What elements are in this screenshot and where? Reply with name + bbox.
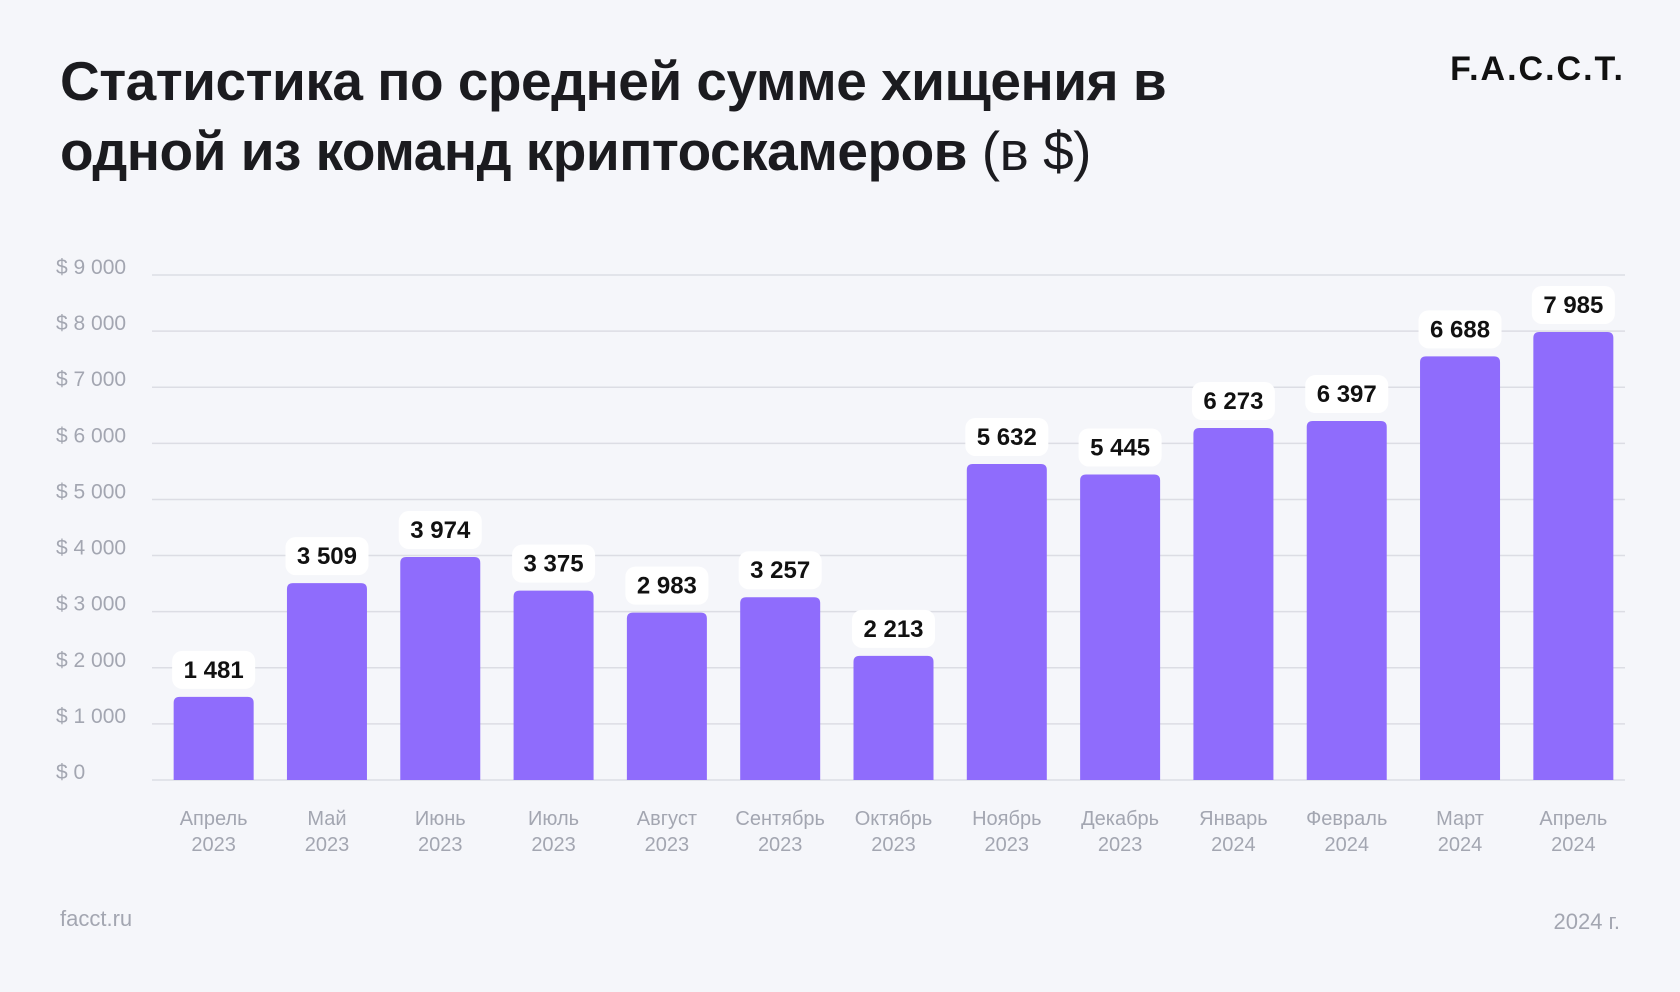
bar [1533, 331, 1614, 780]
bar [173, 696, 254, 780]
x-tick-label-month: Апрель [1539, 808, 1607, 830]
x-tick-label-month: Февраль [1306, 808, 1387, 830]
x-tick-label-month: Август [637, 808, 697, 830]
data-label-box [1078, 428, 1162, 467]
bar [286, 583, 367, 780]
x-tick-label-year: 2024 [1438, 834, 1483, 856]
chart-title: Статистика по средней сумме хищения в од… [60, 46, 1300, 186]
footer-year: 2024 г. [1553, 909, 1620, 934]
x-tick-label-year: 2023 [191, 834, 236, 856]
x-tick-label-month: Ноябрь [972, 808, 1041, 830]
data-label: 5 632 [977, 424, 1037, 451]
x-tick-label-month: Март [1436, 808, 1484, 830]
bar [1193, 428, 1274, 780]
data-label: 7 985 [1543, 292, 1603, 319]
data-label-box [852, 609, 935, 648]
y-tick-label: $ 6 000 [56, 424, 126, 447]
facct-logo: F.A.C.C.T. [1450, 50, 1625, 88]
x-tick-label-month: Июнь [415, 808, 466, 830]
x-tick-label-year: 2024 [1211, 834, 1256, 856]
chart-title-main: Статистика по средней сумме хищения в од… [60, 50, 1167, 182]
data-label-box [1418, 310, 1502, 349]
bar [1306, 421, 1387, 780]
site-url[interactable]: facct.ru [60, 906, 133, 931]
x-tick-label-month: Июль [528, 808, 579, 830]
x-tick-label-month: Сентябрь [735, 808, 825, 830]
x-tick-label-month: Апрель [180, 808, 248, 830]
x-tick-label-month: Январь [1199, 808, 1268, 830]
data-label: 3 375 [524, 551, 584, 578]
x-tick-label-year: 2023 [418, 834, 463, 856]
data-label-box [398, 511, 482, 550]
data-label: 5 445 [1090, 434, 1150, 461]
x-tick-label-year: 2023 [305, 834, 350, 856]
data-label: 3 509 [297, 543, 357, 570]
bar [400, 557, 481, 780]
data-label-box [512, 544, 596, 583]
data-label-box [738, 551, 822, 590]
data-label-box [1305, 375, 1389, 414]
bar [1080, 474, 1161, 780]
data-label-box [1531, 285, 1615, 324]
x-tick-label-year: 2024 [1324, 834, 1369, 856]
y-tick-label: $ 0 [56, 761, 85, 784]
x-tick-label-year: 2024 [1551, 834, 1596, 856]
x-tick-label-month: Декабрь [1081, 808, 1159, 830]
data-label: 3 257 [750, 557, 810, 584]
data-label: 1 481 [184, 657, 244, 684]
data-label-box [1191, 382, 1275, 421]
data-label: 6 397 [1317, 381, 1377, 408]
data-label-box [625, 566, 709, 605]
data-label-box [285, 537, 369, 576]
bar [740, 597, 821, 780]
y-tick-label: $ 7 000 [56, 368, 126, 391]
x-tick-label-month: Октябрь [855, 808, 933, 830]
bar [853, 655, 934, 780]
y-tick-label: $ 1 000 [56, 705, 126, 728]
x-tick-label-year: 2023 [985, 834, 1030, 856]
bar [1420, 356, 1501, 780]
bar [966, 463, 1047, 780]
y-tick-label: $ 5 000 [56, 480, 126, 503]
x-tick-label-month: Май [307, 808, 346, 830]
x-tick-label-year: 2023 [645, 834, 690, 856]
y-tick-label: $ 8 000 [56, 312, 126, 335]
data-label: 6 688 [1430, 316, 1490, 343]
x-tick-label-year: 2023 [531, 834, 576, 856]
bar [513, 590, 594, 780]
y-tick-label: $ 4 000 [56, 537, 126, 560]
data-label-box [965, 417, 1049, 456]
data-label: 6 273 [1203, 388, 1263, 415]
x-tick-label-year: 2023 [1098, 834, 1143, 856]
data-label: 3 974 [410, 517, 471, 544]
y-tick-label: $ 2 000 [56, 649, 126, 672]
y-tick-label: $ 9 000 [56, 256, 126, 279]
y-tick-label: $ 3 000 [56, 593, 126, 616]
data-label: 2 983 [637, 573, 697, 600]
data-label-box [172, 650, 256, 689]
data-label: 2 213 [863, 616, 923, 643]
x-tick-label-year: 2023 [758, 834, 803, 856]
x-tick-label-year: 2023 [871, 834, 916, 856]
chart-title-unit: (в $) [981, 120, 1092, 182]
bar [626, 612, 707, 780]
